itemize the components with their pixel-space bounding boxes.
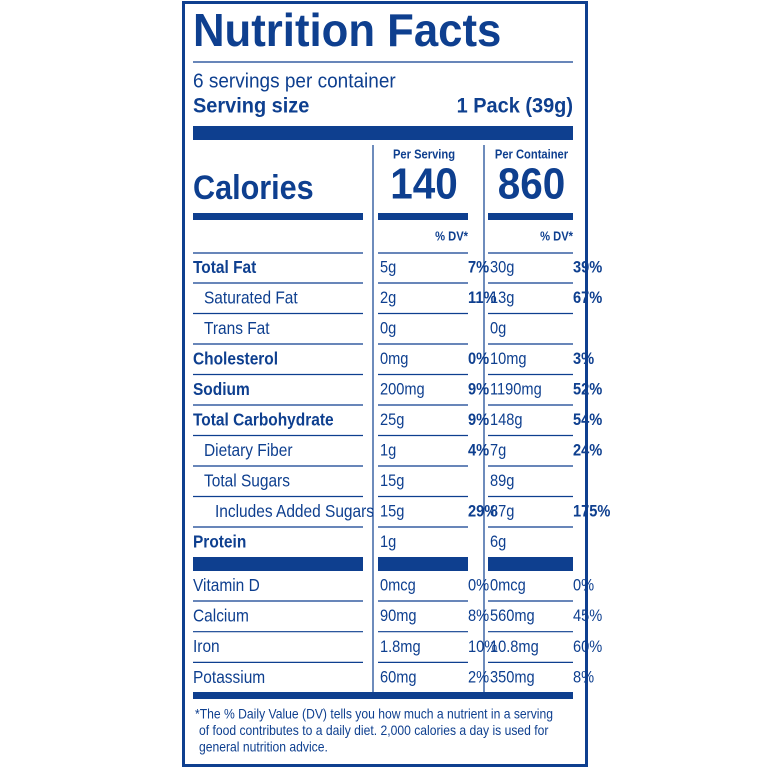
daily-value: 8% xyxy=(573,669,594,687)
serving-size: 1 Pack (39g) xyxy=(457,94,573,118)
amount: 200mg xyxy=(380,381,425,399)
amount: 89g xyxy=(490,472,514,490)
daily-value: 2% xyxy=(468,669,489,687)
footnote: general nutrition advice. xyxy=(199,739,328,755)
amount: 10.8mg xyxy=(490,638,539,656)
column-heading: Per Container xyxy=(495,147,568,162)
nutrient-name: Iron xyxy=(193,636,220,656)
footnote: of food contributes to a daily diet. 2,0… xyxy=(199,722,549,738)
amount: 0mcg xyxy=(490,577,526,595)
thick-bar xyxy=(193,126,573,140)
daily-value: 67% xyxy=(573,289,602,307)
nutrient-name: Potassium xyxy=(193,667,265,687)
daily-value: 4% xyxy=(468,442,489,460)
daily-value: 29% xyxy=(468,503,497,521)
amount: 60mg xyxy=(380,669,417,687)
daily-value: 0% xyxy=(468,577,489,595)
nutrient-name: Dietary Fiber xyxy=(204,440,293,460)
serving-size-label: Serving size xyxy=(193,94,309,118)
calories-bar xyxy=(488,213,573,220)
thick-bar xyxy=(378,557,468,571)
daily-value: 45% xyxy=(573,607,602,625)
nutrient-name: Sodium xyxy=(193,379,250,399)
dv-heading: % DV* xyxy=(540,229,573,244)
amount: 0g xyxy=(380,320,396,338)
daily-value: 10% xyxy=(468,638,497,656)
calories-bar xyxy=(378,213,468,220)
daily-value: 60% xyxy=(573,638,602,656)
amount: 1g xyxy=(380,533,396,551)
daily-value: 9% xyxy=(468,381,489,399)
dv-heading: % DV* xyxy=(435,229,468,244)
amount: 0mg xyxy=(380,350,408,368)
amount: 350mg xyxy=(490,669,535,687)
calories-bar xyxy=(193,213,363,220)
amount: 148g xyxy=(490,411,523,429)
amount: 5g xyxy=(380,259,396,277)
column-heading: Per Serving xyxy=(393,147,455,162)
amount: 2g xyxy=(380,289,396,307)
calories-value: 140 xyxy=(390,159,458,208)
daily-value: 3% xyxy=(573,350,594,368)
amount: 6g xyxy=(490,533,506,551)
thick-bar xyxy=(193,557,363,571)
amount: 0g xyxy=(490,320,506,338)
title: Nutrition Facts xyxy=(193,4,501,56)
nutrient-name: Total Carbohydrate xyxy=(193,409,334,429)
amount: 13g xyxy=(490,289,514,307)
thick-bar xyxy=(193,692,573,699)
nutrient-name: Total Sugars xyxy=(204,470,290,490)
amount: 1190mg xyxy=(490,381,542,399)
amount: 87g xyxy=(490,503,514,521)
calories-value: 860 xyxy=(498,159,566,208)
amount: 1.8mg xyxy=(380,638,421,656)
daily-value: 54% xyxy=(573,411,602,429)
amount: 15g xyxy=(380,503,404,521)
nutrient-name: Cholesterol xyxy=(193,348,278,368)
daily-value: 39% xyxy=(573,259,602,277)
daily-value: 0% xyxy=(573,577,594,595)
amount: 15g xyxy=(380,472,404,490)
footnote: *The % Daily Value (DV) tells you how mu… xyxy=(195,706,553,722)
nutrient-name: Saturated Fat xyxy=(204,287,298,307)
nutrient-name: Protein xyxy=(193,531,246,551)
nutrient-name: Calcium xyxy=(193,605,249,625)
nutrient-name: Includes Added Sugars xyxy=(215,501,374,521)
amount: 25g xyxy=(380,411,404,429)
calories-label: Calories xyxy=(193,169,314,207)
amount: 0mcg xyxy=(380,577,416,595)
nutrient-name: Trans Fat xyxy=(204,318,270,338)
nutrient-name: Total Fat xyxy=(193,257,257,277)
amount: 7g xyxy=(490,442,506,460)
daily-value: 7% xyxy=(468,259,489,277)
amount: 30g xyxy=(490,259,514,277)
daily-value: 175% xyxy=(573,503,610,521)
daily-value: 24% xyxy=(573,442,602,460)
amount: 560mg xyxy=(490,607,535,625)
daily-value: 52% xyxy=(573,381,602,399)
daily-value: 8% xyxy=(468,607,489,625)
amount: 90mg xyxy=(380,607,417,625)
servings: 6 servings per container xyxy=(193,70,396,93)
daily-value: 11% xyxy=(468,289,496,307)
nutrient-name: Vitamin D xyxy=(193,575,260,595)
thick-bar xyxy=(488,557,573,571)
amount: 10mg xyxy=(490,350,527,368)
daily-value: 0% xyxy=(468,350,489,368)
daily-value: 9% xyxy=(468,411,489,429)
amount: 1g xyxy=(380,442,396,460)
